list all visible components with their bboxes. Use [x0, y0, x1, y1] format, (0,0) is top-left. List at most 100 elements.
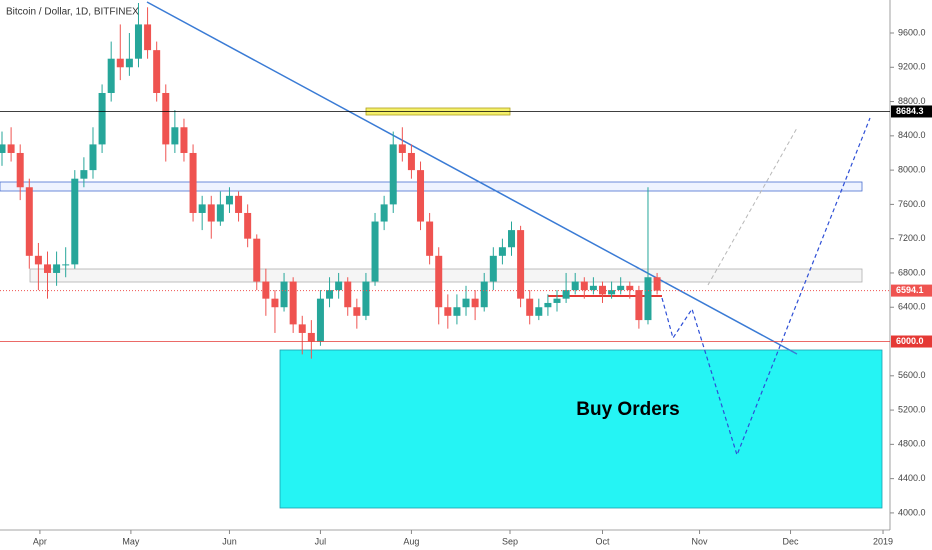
candle-body	[162, 92, 170, 145]
candle-body	[580, 281, 588, 291]
candle-body	[53, 264, 61, 273]
candle-body	[71, 178, 79, 265]
candle-body	[335, 281, 343, 291]
candle-body	[107, 58, 115, 93]
candle-body	[235, 195, 243, 213]
candle-body	[43, 264, 51, 273]
candle-body	[98, 92, 106, 145]
buy-zone	[279, 349, 883, 509]
candle-body	[307, 332, 315, 342]
candle-body	[326, 290, 334, 299]
candle-body	[544, 302, 552, 308]
candle-body	[134, 24, 142, 59]
x-tick-label: Dec	[783, 536, 800, 546]
y-tick-label: 9600.0	[898, 27, 926, 37]
candle-body	[262, 281, 270, 299]
candle-body	[189, 152, 197, 213]
y-tick-label: 4400.0	[898, 473, 926, 483]
candle-body	[398, 144, 406, 153]
candle-body	[180, 127, 188, 153]
candle-body	[644, 277, 652, 321]
candle-body	[316, 298, 324, 342]
x-tick-label: Jul	[315, 536, 327, 546]
candle-body	[298, 324, 306, 333]
candles	[0, 2, 661, 359]
price-level-tag	[891, 284, 932, 297]
candle-body	[198, 204, 206, 213]
y-tick-label: 4000.0	[898, 507, 926, 517]
candle-body	[34, 255, 42, 265]
y-tick-label: 7600.0	[898, 199, 926, 209]
candle-body	[517, 230, 525, 299]
candle-body	[617, 285, 625, 291]
candle-body	[344, 281, 352, 308]
candle-body	[7, 144, 15, 153]
candle-body	[353, 307, 361, 316]
candle-body	[526, 298, 534, 316]
candle-body	[25, 187, 33, 256]
candle-body	[426, 221, 434, 256]
alt-projection	[707, 127, 798, 286]
range-zone	[29, 268, 863, 283]
candle-body	[0, 144, 6, 153]
x-tick-label: Apr	[33, 536, 47, 546]
y-tick-label: 8400.0	[898, 130, 926, 140]
price-level-tag	[891, 105, 932, 118]
candle-body	[435, 255, 443, 308]
candle-body	[16, 152, 24, 188]
candle-body	[62, 264, 70, 266]
candle-body	[216, 204, 224, 222]
candle-body	[453, 307, 461, 316]
y-tick-label: 9200.0	[898, 62, 926, 72]
candle-body	[253, 238, 261, 282]
candle-body	[362, 281, 370, 316]
candle-body	[417, 170, 425, 222]
x-tick-label: Nov	[692, 536, 709, 546]
x-tick-label: Oct	[595, 536, 610, 546]
candle-body	[153, 50, 161, 93]
x-tick-label: 2019	[873, 536, 893, 546]
x-tick-label: Aug	[403, 536, 419, 546]
candle-body	[508, 230, 516, 248]
candle-body	[280, 281, 288, 308]
candle-body	[489, 255, 497, 282]
resistance-zone	[0, 181, 863, 192]
candle-body	[535, 307, 543, 316]
candle-body	[207, 204, 215, 222]
price-level-label: 6594.1	[896, 285, 924, 295]
y-tick-label: 6400.0	[898, 302, 926, 312]
candle-body	[225, 195, 233, 205]
y-tick-label: 8000.0	[898, 164, 926, 174]
y-tick-label: 5200.0	[898, 404, 926, 414]
x-tick-label: Jun	[222, 536, 237, 546]
candle-body	[598, 285, 606, 295]
y-tick-label: 8800.0	[898, 96, 926, 106]
candle-body	[589, 285, 597, 291]
candle-body	[498, 247, 506, 256]
candle-body	[462, 298, 470, 308]
candle-body	[89, 144, 97, 171]
price-level-tag	[891, 335, 932, 348]
price-level-label: 6000.0	[896, 336, 924, 346]
annotation: Buy Orders	[576, 399, 679, 420]
candle-body	[571, 281, 579, 291]
candle-body	[562, 290, 570, 299]
candle-body	[626, 285, 634, 291]
chart-title: Bitcoin / Dollar, 1D, BITFINEX	[6, 7, 139, 18]
candle-body	[289, 281, 297, 325]
candle-body	[444, 307, 452, 316]
candle-body	[80, 170, 88, 179]
candle-body	[116, 58, 124, 68]
candle-body	[244, 212, 252, 239]
candle-body	[635, 290, 643, 321]
x-tick-label: May	[122, 536, 140, 546]
y-tick-label: 6800.0	[898, 267, 926, 277]
candle-body	[371, 221, 379, 282]
candle-body	[144, 24, 152, 51]
y-tick-label: 7200.0	[898, 233, 926, 243]
price-level-label: 8684.3	[896, 106, 924, 116]
candle-body	[125, 58, 133, 68]
candle-body	[271, 298, 279, 308]
candle-body	[171, 127, 179, 145]
